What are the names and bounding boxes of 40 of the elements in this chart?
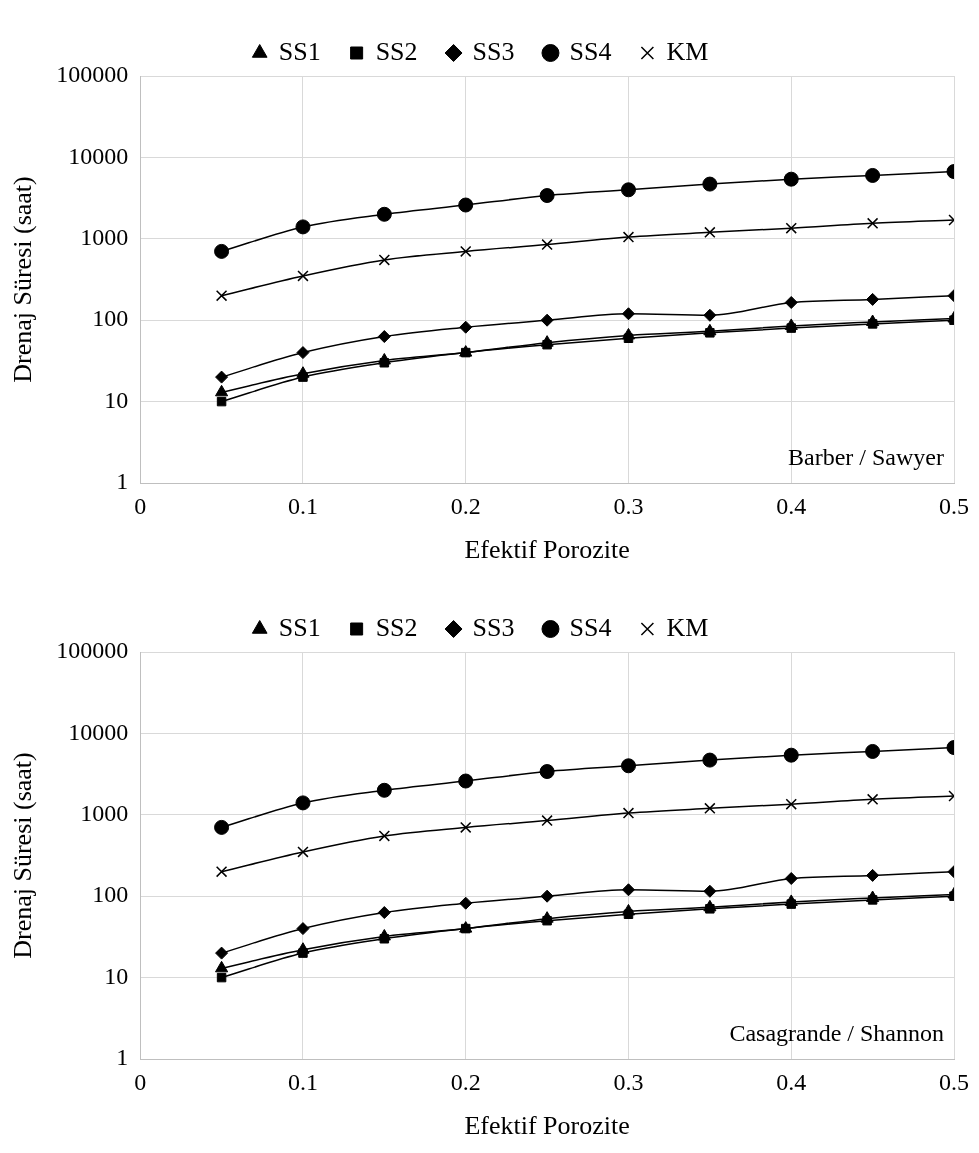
legend-label: KM [666,612,709,642]
x-axis-title: Efektif Porozite [464,1111,630,1141]
x-tick-label: 0.5 [939,492,969,519]
legend-label: SS3 [472,36,515,66]
x-axis-title: Efektif Porozite [464,535,630,565]
y-axis-title: Drenaj Süresi (saat) [8,176,38,383]
x-tick-label: 0.4 [776,1068,807,1095]
x-tick-label: 0 [134,492,147,519]
legend-label: SS4 [569,612,612,642]
y-tick-label: 1000 [80,800,129,827]
legend-label: SS3 [472,612,515,642]
legend-label: SS1 [278,36,321,66]
y-tick-label: 10000 [68,718,129,745]
y-tick-label: 1 [116,1044,129,1071]
legend-label: SS4 [569,36,612,66]
y-tick-label: 100000 [56,61,129,88]
x-tick-label: 0.1 [287,1068,318,1095]
legend-label: KM [666,36,709,66]
y-tick-label: 10 [104,386,129,413]
annotation: Casagrande / Shannon [729,1020,944,1047]
y-tick-label: 100 [92,305,129,332]
y-tick-label: 100 [92,881,129,908]
y-tick-label: 100000 [56,637,129,664]
y-tick-label: 1000 [80,224,129,251]
x-tick-label: 0.4 [776,492,807,519]
y-tick-label: 10000 [68,142,129,169]
annotation: Barber / Sawyer [788,444,944,471]
x-tick-label: 0 [134,1068,147,1095]
y-axis-title: Drenaj Süresi (saat) [8,752,38,959]
legend-label: SS2 [375,36,418,66]
x-tick-label: 0.3 [613,492,644,519]
x-tick-label: 0.1 [287,492,318,519]
x-tick-label: 0.3 [613,1068,644,1095]
y-tick-label: 1 [116,468,129,495]
x-tick-label: 0.5 [939,1068,969,1095]
x-tick-label: 0.2 [450,492,481,519]
y-tick-label: 10 [104,962,129,989]
legend-label: SS1 [278,612,321,642]
x-tick-label: 0.2 [450,1068,481,1095]
legend-label: SS2 [375,612,418,642]
